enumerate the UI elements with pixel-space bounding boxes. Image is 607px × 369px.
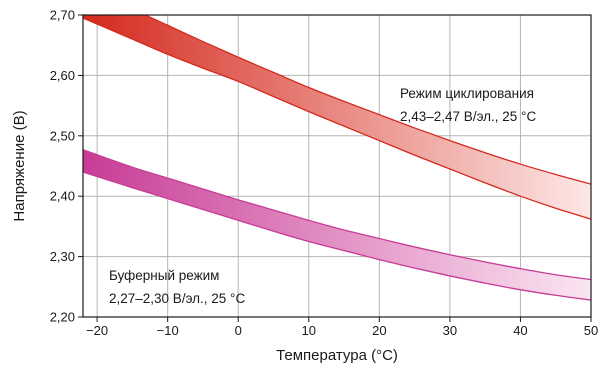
cycling-band-area: [83, 15, 591, 220]
y-tick-label: 2,40: [50, 189, 75, 204]
x-tick-label: 50: [584, 323, 598, 338]
x-tick-label: 30: [443, 323, 457, 338]
y-tick-label: 2,70: [50, 8, 75, 23]
float-upper-line: [83, 149, 591, 281]
x-axis-title: Температура (°C): [276, 347, 398, 364]
cycling-lower-line: [83, 17, 591, 220]
float-label-line1: Буферный режим: [109, 268, 219, 283]
cycling-label-line2: 2,43–2,47 В/эл., 25 °C: [400, 109, 536, 124]
plot-frame: [82, 14, 592, 318]
float-lower-line: [83, 171, 591, 301]
x-tick-label: −20: [86, 323, 108, 338]
cycling-annotation: Режим циклирования 2,43–2,47 В/эл., 25 °…: [400, 86, 536, 124]
x-tick-label: 40: [513, 323, 527, 338]
x-tick-label: 10: [302, 323, 316, 338]
x-axis-ticks: −20 −10 0 10 20 30 40 50: [86, 317, 598, 338]
y-tick-label: 2,30: [50, 249, 75, 264]
float-annotation: Буферный режим 2,27–2,30 В/эл., 25 °C: [109, 268, 245, 306]
x-tick-label: 20: [372, 323, 386, 338]
band-layer: [83, 15, 591, 301]
float-label-line2: 2,27–2,30 В/эл., 25 °C: [109, 291, 245, 306]
x-tick-label: 0: [235, 323, 242, 338]
cycling-label-line1: Режим циклирования: [400, 86, 534, 101]
float-band-area: [83, 149, 591, 301]
cycling-upper-line: [143, 15, 591, 185]
y-axis-ticks: 2,20 2,30 2,40 2,50 2,60 2,70: [50, 8, 83, 325]
y-axis-title: Напряжение (В): [11, 110, 28, 221]
y-tick-label: 2,60: [50, 68, 75, 83]
y-tick-label: 2,20: [50, 310, 75, 325]
y-tick-label: 2,50: [50, 128, 75, 143]
x-tick-label: −10: [157, 323, 179, 338]
